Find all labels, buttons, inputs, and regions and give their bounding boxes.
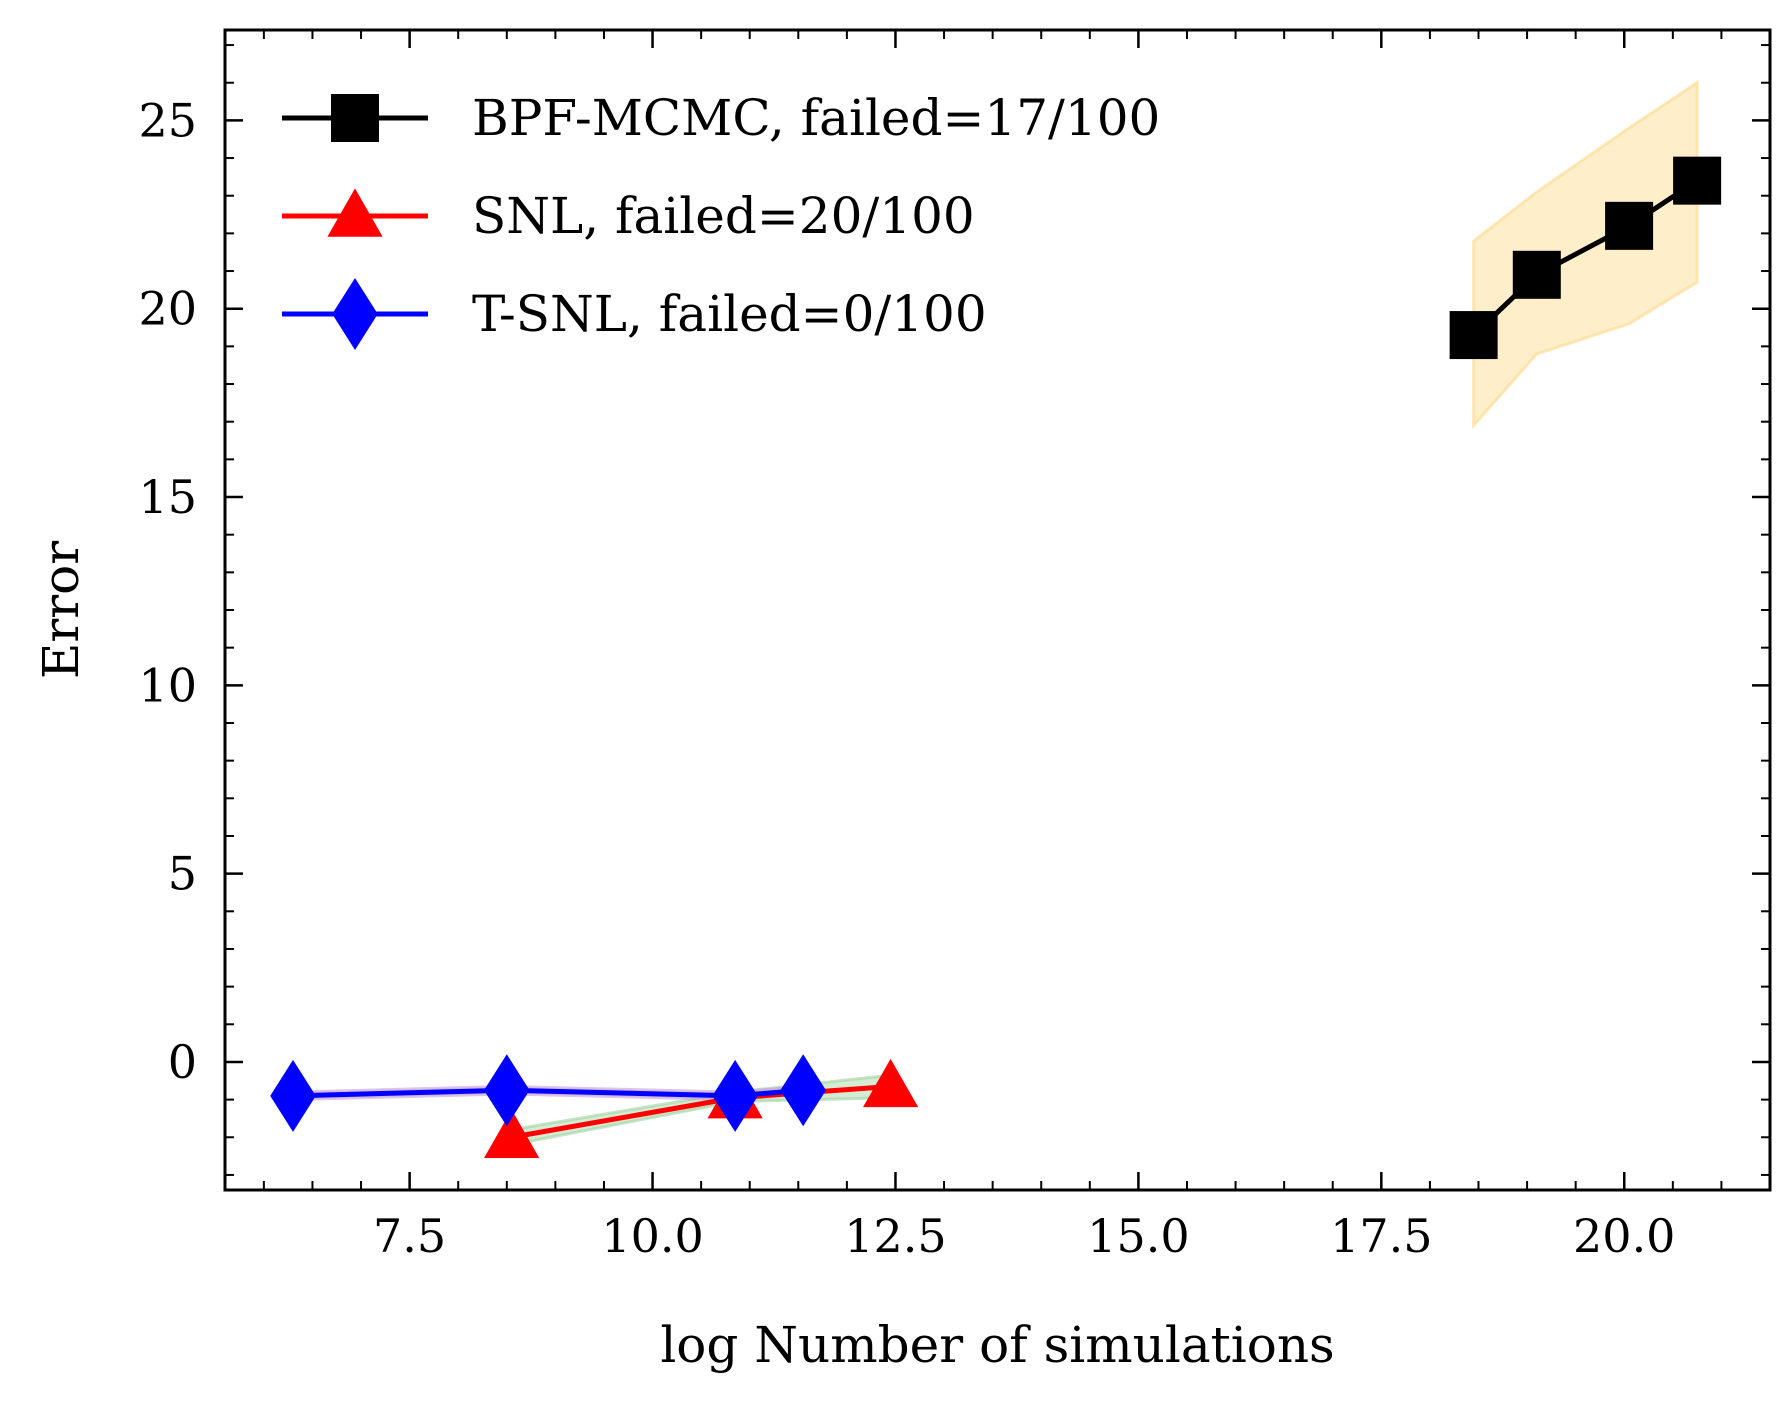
marker-series-2 xyxy=(484,1109,540,1158)
band-series-1 xyxy=(1472,79,1699,430)
legend-item-3: T-SNL, failed=0/100 xyxy=(282,278,987,350)
x-tick-label: 15.0 xyxy=(1087,1209,1189,1263)
legend-label: T-SNL, failed=0/100 xyxy=(472,285,987,343)
x-tick-label: 12.5 xyxy=(844,1209,946,1263)
x-tick-label: 10.0 xyxy=(601,1209,703,1263)
axis-ticks xyxy=(225,30,1771,1190)
y-tick-label: 20 xyxy=(138,282,197,336)
axis-tick-labels: 7.5 10.0 12.5 15.0 17.5 20.0 0 5 10 15 20 25 xyxy=(138,93,1675,1263)
line-series-3 xyxy=(292,1087,804,1099)
y-tick-label: 0 xyxy=(168,1035,197,1089)
y-tick-label: 25 xyxy=(138,93,197,147)
x-tick-label: 7.5 xyxy=(373,1209,446,1263)
x-axis-label: log Number of simulations xyxy=(660,1316,1334,1374)
y-tick-label: 10 xyxy=(138,658,197,712)
marker-series-1 xyxy=(1605,201,1654,250)
line-series-1 xyxy=(1471,178,1699,337)
band-series-2 xyxy=(510,1073,893,1147)
series-markers xyxy=(270,156,1722,1158)
marker-series-3 xyxy=(270,1059,316,1132)
marker-series-1 xyxy=(1512,250,1561,299)
marker-series-3 xyxy=(712,1059,758,1132)
marker-series-1 xyxy=(1673,156,1722,205)
marker-series-3 xyxy=(483,1054,530,1127)
legend-marker xyxy=(327,188,383,237)
marker-series-3 xyxy=(780,1054,826,1127)
y-tick-label: 5 xyxy=(168,847,197,901)
y-axis-label: Error xyxy=(32,541,90,679)
legend-marker xyxy=(331,94,379,142)
legend-label: SNL, failed=20/100 xyxy=(472,187,975,245)
x-tick-label: 20.0 xyxy=(1573,1209,1675,1263)
legend-label: BPF-MCMC, failed=17/100 xyxy=(472,89,1160,147)
legend-item-1: BPF-MCMC, failed=17/100 xyxy=(282,89,1160,147)
marker-series-2 xyxy=(863,1058,919,1108)
legend-item-2: SNL, failed=20/100 xyxy=(282,187,975,245)
y-tick-label: 15 xyxy=(138,470,197,524)
legend-marker xyxy=(332,278,378,350)
legend: BPF-MCMC, failed=17/100 SNL, failed=20/10… xyxy=(282,89,1160,350)
x-tick-label: 17.5 xyxy=(1330,1209,1432,1263)
marker-series-1 xyxy=(1449,311,1498,360)
